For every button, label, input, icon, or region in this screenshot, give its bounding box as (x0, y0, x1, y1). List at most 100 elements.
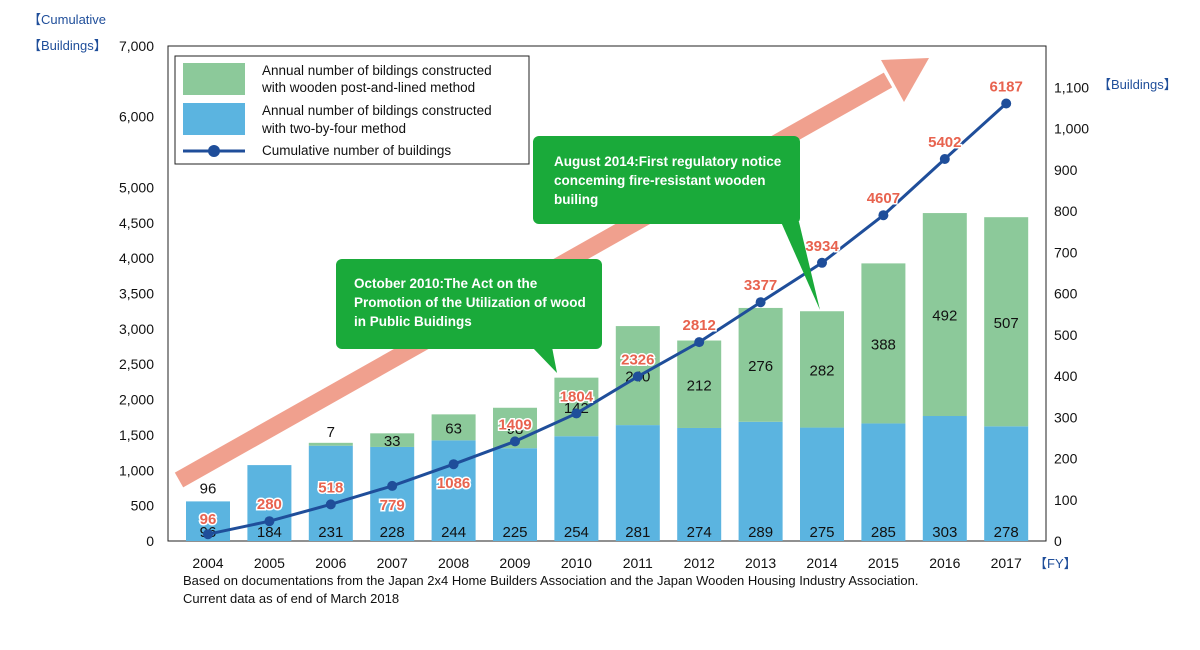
left-tick-label: 2,000 (119, 392, 154, 408)
cumulative-point (387, 480, 398, 491)
bar-two-by-four (984, 426, 1029, 541)
bar-post-and-lined-value: 212 (687, 377, 712, 394)
x-tick-label: 2008 (438, 555, 469, 571)
right-tick-label: 900 (1054, 162, 1078, 178)
right-tick-label: 400 (1054, 368, 1078, 384)
x-tick-label: 2007 (377, 555, 408, 571)
cumulative-point (817, 257, 827, 268)
callout-aug-2014-line3: builing (554, 192, 598, 207)
cumulative-value: 96 (200, 511, 217, 528)
cumulative-value: 280 (257, 496, 282, 513)
bar-two-by-four-value: 275 (809, 524, 834, 541)
callout-aug-2014-line2: conceming fire-resistant wooden (554, 173, 766, 188)
legend-swatch-two-by-four (183, 103, 245, 135)
cumulative-point (694, 337, 705, 348)
bar-two-by-four-value: 285 (871, 524, 896, 541)
bar-two-by-four (800, 427, 844, 541)
legend-cumulative-label: Cumulative number of buildings (262, 143, 451, 158)
x-tick-label: 2009 (499, 555, 530, 571)
bar-two-by-four (308, 445, 353, 541)
bar-series (186, 213, 1029, 541)
bar-two-by-four (738, 421, 783, 541)
x-tick-label: 2013 (745, 555, 776, 571)
right-tick-label: 1,100 (1054, 79, 1089, 95)
cumulative-point (1001, 98, 1012, 109)
left-tick-label: 3,500 (119, 286, 154, 302)
right-tick-label: 800 (1054, 203, 1078, 219)
left-axis-title-line1: 【Cumulative (28, 12, 106, 27)
left-tick-label: 7,000 (119, 38, 154, 54)
bar-post-and-lined (800, 311, 844, 428)
legend-post-and-lined-line2: with wooden post-and-lined method (261, 80, 475, 95)
bar-post-and-lined-value: 388 (871, 336, 896, 353)
bar-two-by-four (431, 440, 476, 541)
bar-post-and-lined (677, 340, 722, 428)
bar-two-by-four-value: 254 (564, 524, 589, 541)
x-tick-label: 2015 (868, 555, 899, 571)
cumulative-line (207, 102, 1008, 536)
plot-frame (167, 45, 1047, 542)
bar-post-and-lined (984, 217, 1029, 427)
x-tick-label: 2014 (806, 555, 837, 571)
x-axis: 2004 2005 2006 2007 2008 2009 2010 2011 2012 2013… (192, 555, 1022, 571)
left-axis: 0 500 1,000 1,500 2,000 2,500 3,000 3,500 4,000 4… (119, 38, 154, 549)
left-tick-label: 1,000 (119, 462, 154, 478)
bar-two-by-four-value: 278 (994, 524, 1019, 541)
bar-two-by-four-value: 274 (687, 524, 712, 541)
cumulative-value: 3934 (805, 238, 839, 255)
callout-oct-2010-line1: October 2010:The Act on the (354, 276, 538, 291)
cumulative-value: 2812 (683, 317, 716, 334)
cumulative-value: 5402 (928, 134, 961, 151)
right-tick-label: 0 (1054, 533, 1062, 549)
bar-two-by-four-value: 231 (318, 524, 343, 541)
legend-two-by-four-line2: with two-by-four method (261, 121, 406, 136)
right-axis: 0 100 200 300 400 500 600 700 800 900 1,000 1,100 (1054, 79, 1089, 549)
bar-two-by-four (493, 448, 537, 541)
bar-two-by-four-value: 184 (257, 524, 282, 541)
callout-oct-2010-line2: Promotion of the Utilization of wood (354, 295, 586, 310)
right-tick-label: 700 (1054, 244, 1078, 260)
cumulative-point (325, 499, 336, 510)
cumulative-point (448, 459, 459, 470)
bar-2004-top-value: 96 (200, 480, 217, 497)
cumulative-point (939, 154, 950, 165)
right-tick-label: 1,000 (1054, 121, 1089, 137)
cumulative-value: 2326 (621, 352, 654, 369)
x-axis-title: 【FY】 (1034, 556, 1077, 571)
cumulative-point (878, 210, 889, 221)
bar-post-and-lined (370, 433, 415, 447)
left-tick-label: 2,500 (119, 356, 154, 372)
legend: Annual number of bildings constructed wi… (174, 55, 530, 165)
bar-two-by-four (370, 446, 415, 541)
right-tick-label: 100 (1054, 492, 1078, 508)
source-note-line1: Based on documentations from the Japan 2… (183, 573, 918, 588)
x-tick-label: 2005 (254, 555, 285, 571)
bar-value-labels: 9618423172283324463225982541422812402742… (200, 308, 1019, 541)
cumulative-value: 6187 (990, 78, 1023, 95)
bar-post-and-lined-value: 507 (994, 315, 1019, 332)
bar-post-and-lined-value: 63 (445, 420, 462, 437)
bar-post-and-lined (861, 263, 906, 424)
legend-swatch-post-and-lined (183, 63, 245, 95)
bar-two-by-four-value: 244 (441, 524, 466, 541)
bar-two-by-four (922, 416, 967, 541)
bar-post-and-lined (922, 213, 967, 417)
left-tick-label: 1,500 (119, 427, 154, 443)
bar-post-and-lined-value: 7 (327, 424, 335, 441)
bar-two-by-four (615, 425, 660, 541)
bar-post-and-lined-value: 276 (748, 358, 773, 375)
left-axis-title-line2: 【Buildings】 (28, 38, 107, 53)
callout-oct-2010-line3: in Public Buidings (354, 314, 472, 329)
bar-two-by-four-value: 228 (380, 524, 405, 541)
bar-two-by-four (554, 436, 599, 541)
bar-post-and-lined (738, 307, 783, 422)
left-tick-label: 500 (131, 498, 155, 514)
cumulative-value-labels: 96 280 518 779 1086 1409 1804 2326 2812 3377 3934 4… (198, 77, 1024, 530)
x-tick-label: 2017 (991, 555, 1022, 571)
bar-two-by-four-value: 281 (625, 524, 650, 541)
left-tick-label: 6,000 (119, 109, 154, 125)
legend-line-marker (208, 145, 220, 157)
callout-oct-2010: October 2010:The Act on the Promotion of… (336, 259, 602, 373)
callout-aug-2014: August 2014:First regulatory notice conc… (533, 136, 820, 310)
bar-two-by-four (861, 423, 906, 541)
